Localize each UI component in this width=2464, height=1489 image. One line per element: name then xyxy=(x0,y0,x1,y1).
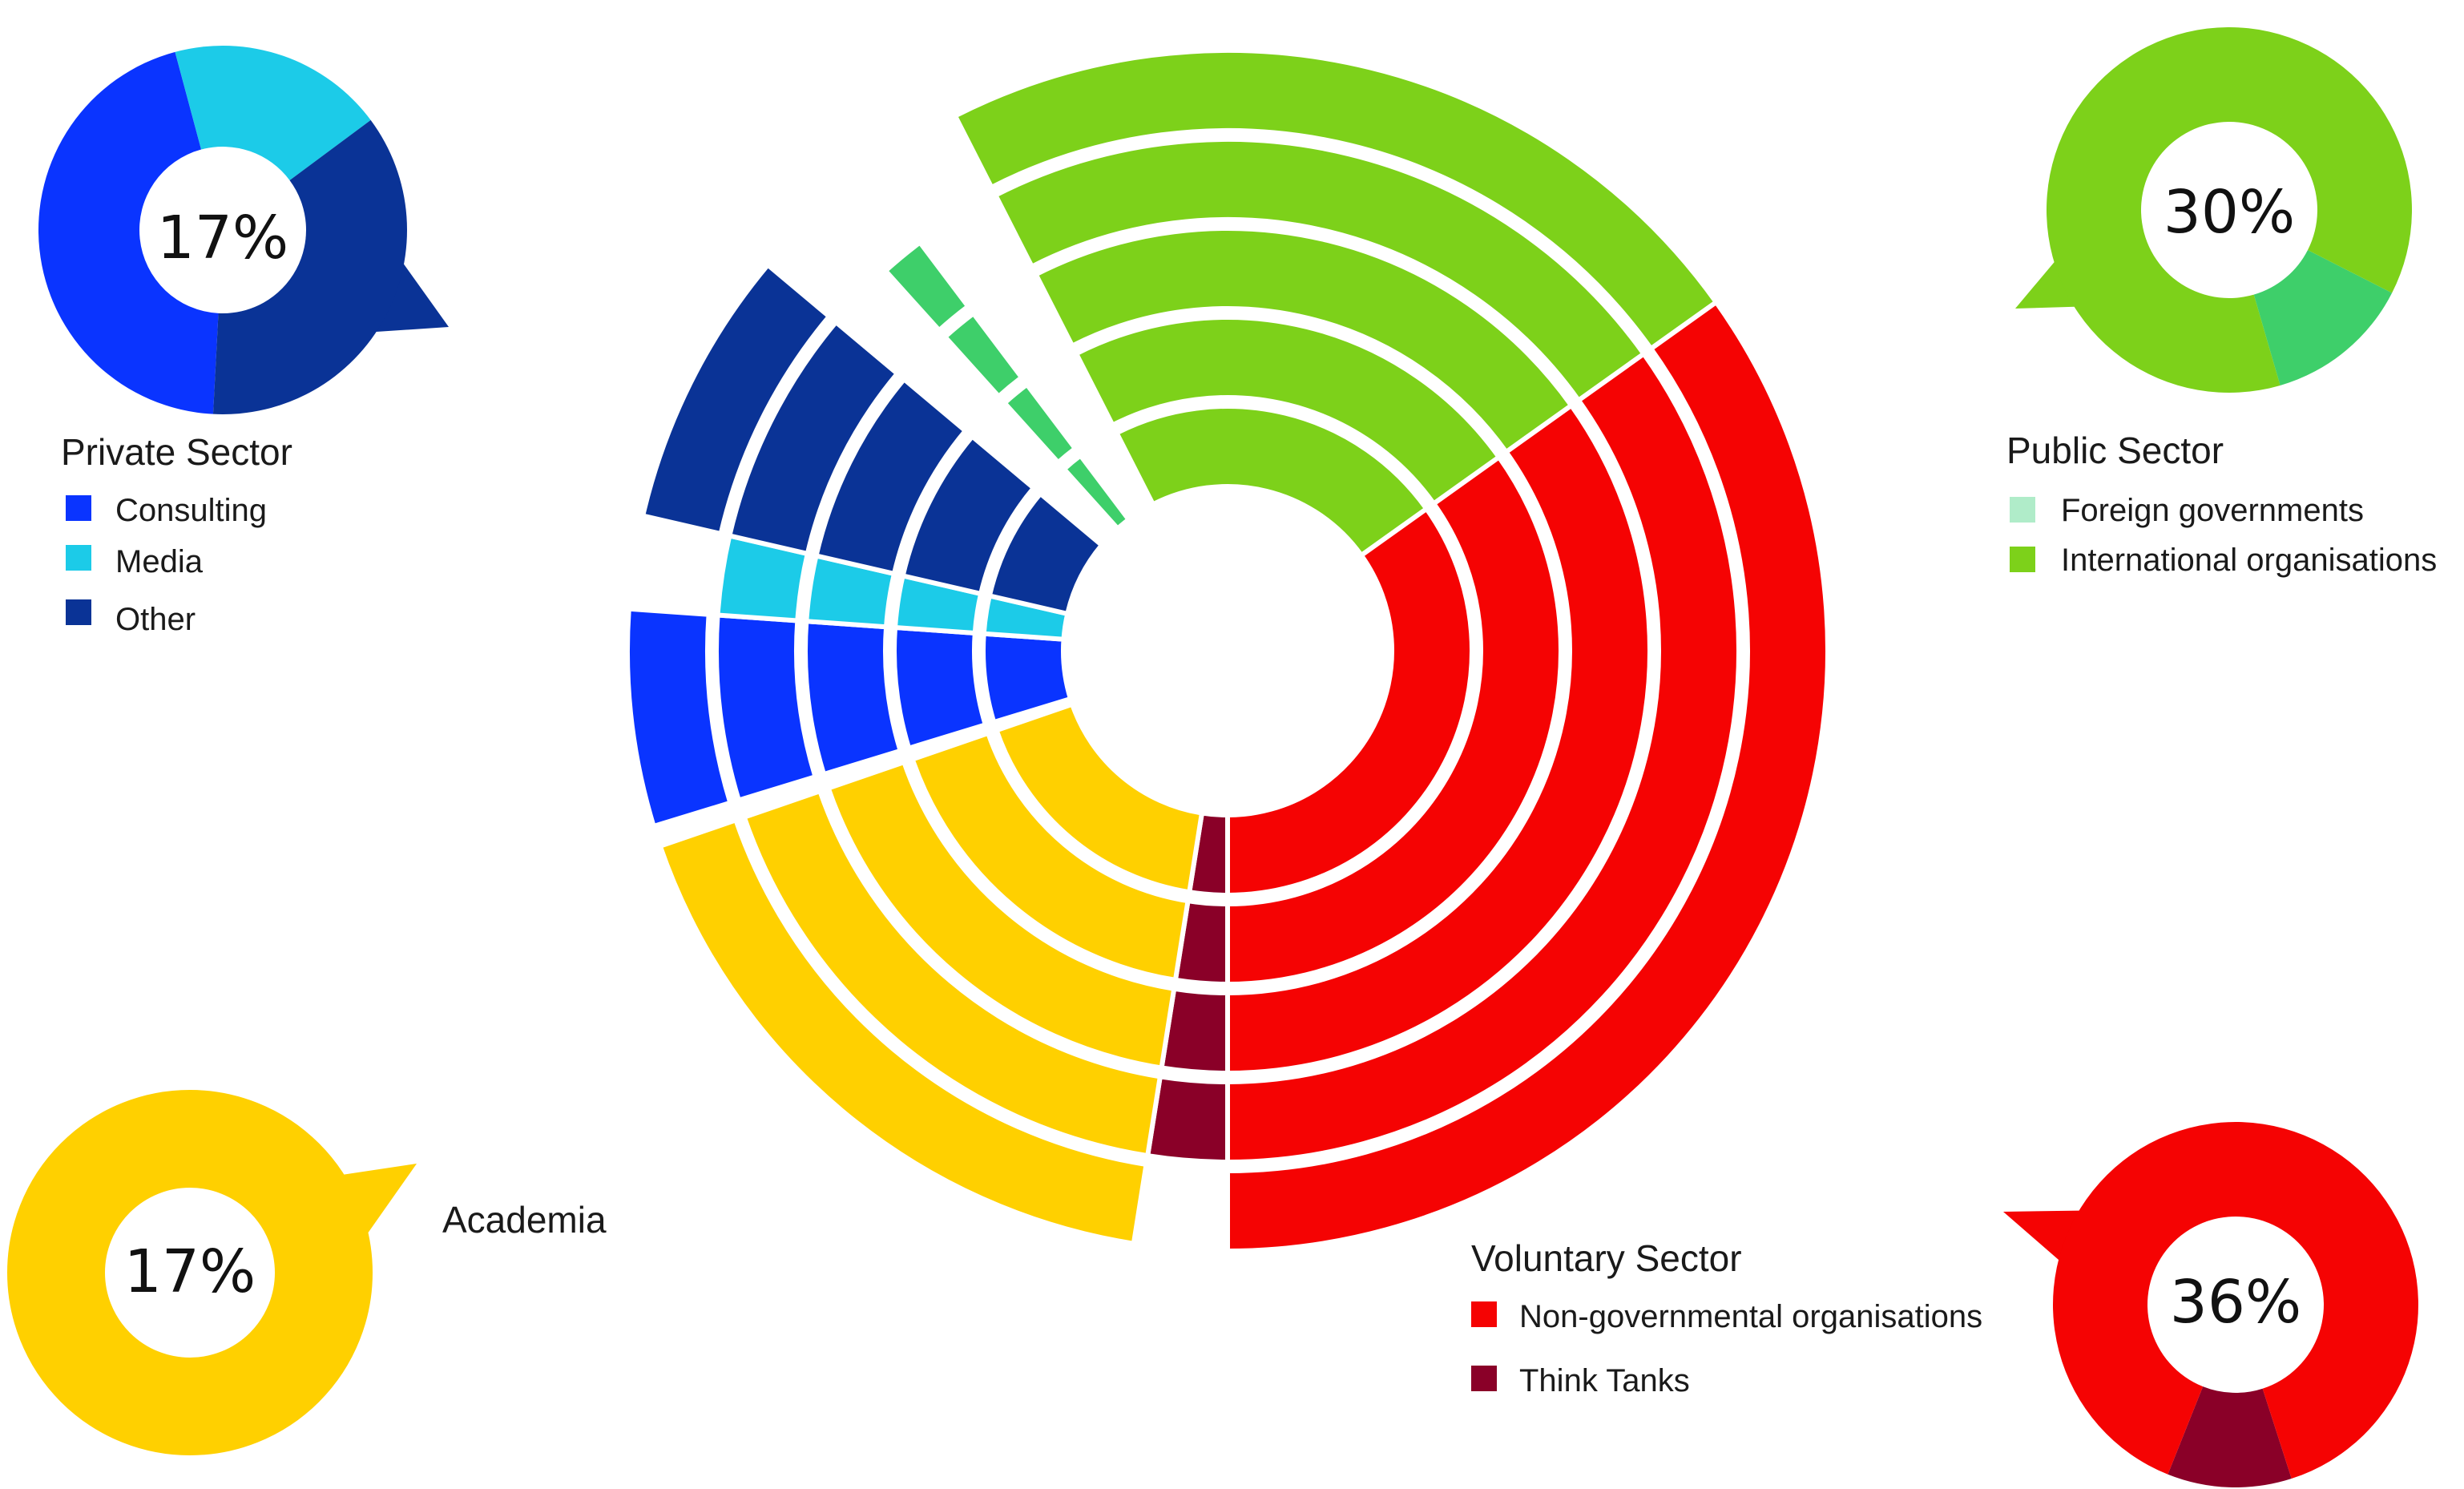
voluntary-sector-title: Voluntary Sector xyxy=(1471,1237,1742,1279)
academia-slices xyxy=(7,1090,417,1455)
voluntary-sector-slices xyxy=(2003,1122,2418,1487)
legend-swatch-foreign-governments xyxy=(2010,497,2035,523)
main-arc-other-ring-3 xyxy=(813,376,970,577)
academia-title: Academia xyxy=(442,1199,607,1241)
main-arc-ngo-ring-3 xyxy=(1225,402,1652,1076)
main-arc-academia-ring-4 xyxy=(740,788,1163,1159)
voluntary-sector-donut: 36% xyxy=(2003,1122,2418,1487)
donut-public-slice-international-organisations xyxy=(2046,26,2412,393)
main-arc-consulting-ring-4 xyxy=(714,612,819,804)
legend-swatch-other xyxy=(66,599,91,625)
legend-swatch-consulting xyxy=(66,495,91,521)
main-radial-chart xyxy=(625,48,1830,1254)
main-arc-foreign-ring-2 xyxy=(1001,381,1079,466)
main-arc-consulting-ring-3 xyxy=(803,619,904,777)
academia-donut: 17% xyxy=(7,1090,417,1455)
main-arc-foreign-ring-3 xyxy=(942,309,1026,400)
voluntary-sector-legend: Voluntary Sector Non-governmental organi… xyxy=(1471,1237,1982,1398)
main-arc-foreign-ring-4 xyxy=(881,239,972,334)
donut-private-slice-other xyxy=(212,119,407,414)
private-sector-legend: Private Sector Consulting Media Other xyxy=(61,431,292,637)
main-arc-consulting-ring-5 xyxy=(625,606,734,829)
main-arc-other-ring-2 xyxy=(900,433,1038,597)
legend-label-other: Other xyxy=(115,602,196,637)
public-sector-percent: 30% xyxy=(2164,178,2295,247)
donut-private-slice-consulting xyxy=(38,51,219,414)
legend-swatch-ngo xyxy=(1471,1301,1497,1327)
main-arc-international-ring-1 xyxy=(1113,403,1430,559)
main-arc-ngo-ring-5 xyxy=(1225,298,1830,1254)
public-sector-title: Public Sector xyxy=(2006,430,2224,471)
donut-voluntary-slice-think-tanks xyxy=(2168,1386,2292,1487)
academia-percent: 17% xyxy=(124,1237,256,1306)
main-arc-ngo-ring-2 xyxy=(1225,454,1563,987)
main-arc-foreign-ring-1 xyxy=(1060,452,1132,532)
private-sector-percent: 17% xyxy=(157,204,288,272)
legend-label-media: Media xyxy=(115,544,204,579)
legend-label-think-tanks: Think Tanks xyxy=(1519,1363,1690,1398)
main-arc-ngo-ring-4 xyxy=(1225,350,1742,1165)
main-arc-academia-ring-2 xyxy=(909,730,1192,983)
legend-swatch-think-tanks xyxy=(1471,1366,1497,1391)
donut-academia-slice-academia xyxy=(7,1090,373,1455)
legend-swatch-media xyxy=(66,545,91,571)
legend-label-foreign-governments: Foreign governments xyxy=(2061,493,2364,528)
main-arc-academia-ring-1 xyxy=(993,700,1205,895)
legend-label-international-organisations: International organisations xyxy=(2061,543,2437,578)
legend-label-consulting: Consulting xyxy=(115,493,267,528)
donut-public-slice-foreign-governments xyxy=(2253,249,2393,385)
donut-private-slice-media xyxy=(175,46,371,180)
public-sector-slices xyxy=(2015,26,2412,393)
private-sector-slices xyxy=(38,46,449,414)
legend-label-ngo: Non-governmental organisations xyxy=(1519,1299,1982,1334)
main-arc-other-ring-4 xyxy=(726,318,901,557)
voluntary-sector-percent: 36% xyxy=(2170,1268,2301,1337)
private-sector-donut: 17% xyxy=(38,46,449,414)
private-sector-title: Private Sector xyxy=(61,431,292,473)
main-arc-other-ring-5 xyxy=(639,261,833,537)
main-arc-ngo-ring-1 xyxy=(1225,505,1475,898)
donut-voluntary-slice-ngo xyxy=(2053,1122,2418,1479)
public-sector-donut: 30% xyxy=(2015,26,2412,393)
main-arc-academia-ring-5 xyxy=(656,817,1149,1247)
legend-swatch-international-organisations xyxy=(2010,547,2035,572)
main-arc-other-ring-1 xyxy=(986,490,1106,617)
main-arc-consulting-ring-2 xyxy=(892,624,989,752)
public-sector-legend: Public Sector Foreign governments Intern… xyxy=(2006,430,2437,578)
main-arc-academia-ring-3 xyxy=(825,759,1177,1071)
